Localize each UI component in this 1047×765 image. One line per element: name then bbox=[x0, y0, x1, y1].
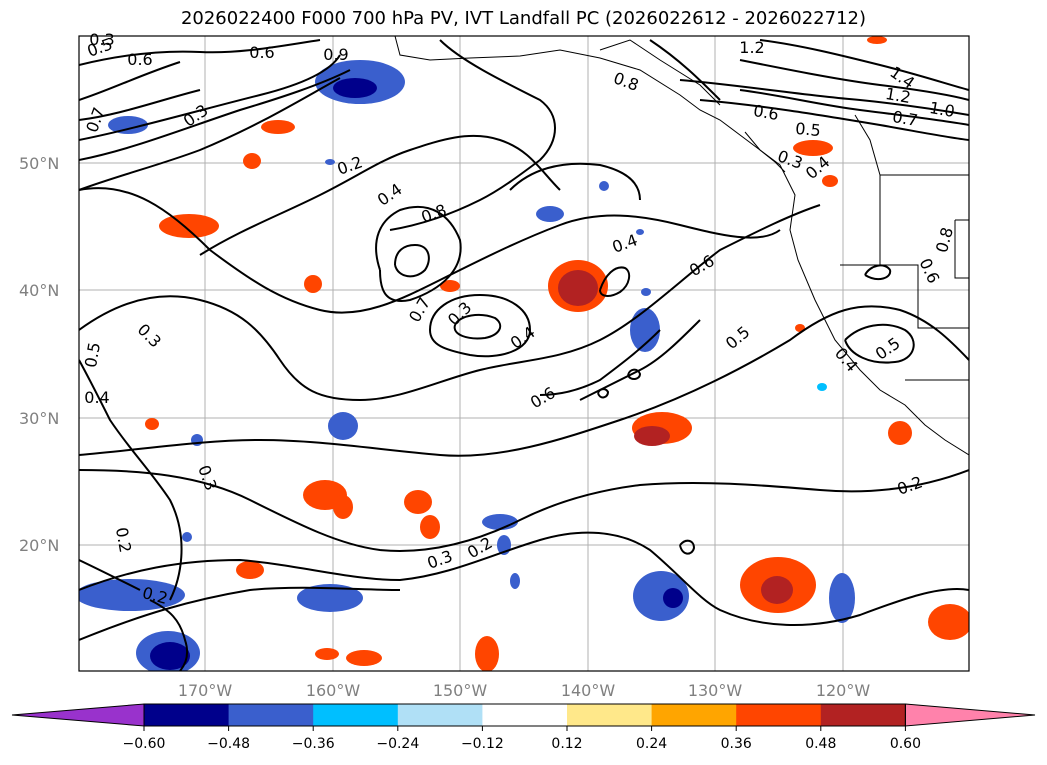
contour-label: 1.0 bbox=[928, 98, 956, 121]
lon-label-120w: 120°W bbox=[816, 681, 871, 700]
lon-label-150w: 150°W bbox=[433, 681, 488, 700]
map-frame bbox=[78, 35, 970, 672]
contour-label: 0.6 bbox=[752, 101, 780, 124]
colorbar-segment bbox=[567, 704, 653, 726]
colorbar-tick-label: −0.60 bbox=[123, 736, 166, 752]
contour-label: 0.5 bbox=[795, 119, 822, 140]
colorbar-tick-label: −0.12 bbox=[461, 736, 504, 752]
lon-label-140w: 140°W bbox=[561, 681, 616, 700]
contour-label: 0.3 bbox=[89, 30, 114, 49]
colorbar-tick-label: 0.48 bbox=[805, 736, 836, 752]
colorbar-tick-label: 0.60 bbox=[890, 736, 921, 752]
lon-label-170w: 170°W bbox=[178, 681, 233, 700]
colorbar-segment bbox=[736, 704, 822, 726]
colorbar-segment bbox=[313, 704, 399, 726]
contour-label: 0.5 bbox=[81, 341, 104, 369]
lat-label-50n: 50°N bbox=[19, 154, 59, 173]
colorbar-segment bbox=[397, 704, 483, 726]
colorbar-tick-label: 0.24 bbox=[636, 736, 667, 752]
colorbar-outline bbox=[143, 703, 906, 727]
colorbar-extend-min bbox=[11, 703, 145, 727]
contour-label: 1.2 bbox=[884, 84, 912, 107]
contour-label: 0.9 bbox=[323, 45, 348, 64]
chart-title: 2026022400 F000 700 hPa PV, IVT Landfall… bbox=[180, 8, 867, 29]
lat-label-40n: 40°N bbox=[19, 281, 59, 300]
lon-label-130w: 130°W bbox=[688, 681, 743, 700]
colorbar-segment bbox=[651, 704, 737, 726]
lat-label-20n: 20°N bbox=[19, 536, 59, 555]
colorbar bbox=[11, 703, 1036, 727]
colorbar-segment bbox=[820, 704, 906, 726]
contour-label: 1.2 bbox=[739, 38, 764, 57]
contour-label: 0.4 bbox=[84, 388, 109, 407]
lon-label-160w: 160°W bbox=[306, 681, 361, 700]
colorbar-segment bbox=[228, 704, 314, 726]
contour-label: 0.6 bbox=[127, 50, 152, 69]
colorbar-segment bbox=[482, 704, 568, 726]
colorbar-tick-label: 0.36 bbox=[721, 736, 752, 752]
colorbar-tick-label: 0.12 bbox=[551, 736, 582, 752]
contour-label: 0.7 bbox=[891, 107, 919, 130]
colorbar-segment bbox=[144, 704, 230, 726]
ivt-shading bbox=[79, 36, 969, 671]
colorbar-ticks: −0.60 −0.48 −0.36 −0.24 −0.12 0.12 0.24 0.36 0.4… bbox=[123, 726, 921, 752]
contour-label: 0.2 bbox=[112, 526, 135, 554]
colorbar-extend-max bbox=[904, 703, 1036, 727]
pv-contours bbox=[79, 39, 969, 671]
contour-label: 0.6 bbox=[249, 43, 274, 62]
colorbar-tick-label: −0.24 bbox=[376, 736, 419, 752]
colorbar-tick-label: −0.36 bbox=[292, 736, 335, 752]
lat-label-30n: 30°N bbox=[19, 409, 59, 428]
colorbar-tick-label: −0.48 bbox=[207, 736, 250, 752]
